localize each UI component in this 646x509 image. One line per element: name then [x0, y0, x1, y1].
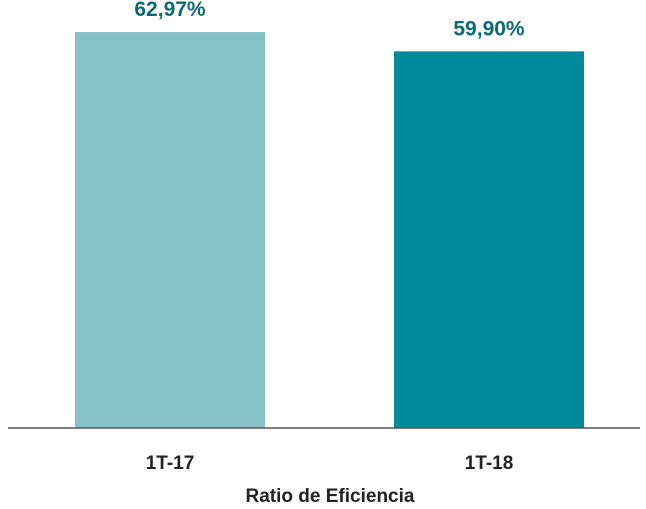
data-label-1t-17: 62,97%	[134, 0, 206, 21]
bar-1t-18	[394, 51, 584, 429]
x-tick-label-1t-18: 1T-18	[465, 453, 514, 474]
bars-layer	[75, 32, 584, 429]
x-axis-title: Ratio de Eficiencia	[246, 486, 415, 507]
labels-layer: 62,97% 1T-17 59,90% 1T-18	[134, 0, 525, 474]
data-label-1t-18: 59,90%	[453, 17, 525, 40]
bar-1t-17	[75, 32, 265, 428]
x-tick-label-1t-17: 1T-17	[146, 453, 195, 474]
